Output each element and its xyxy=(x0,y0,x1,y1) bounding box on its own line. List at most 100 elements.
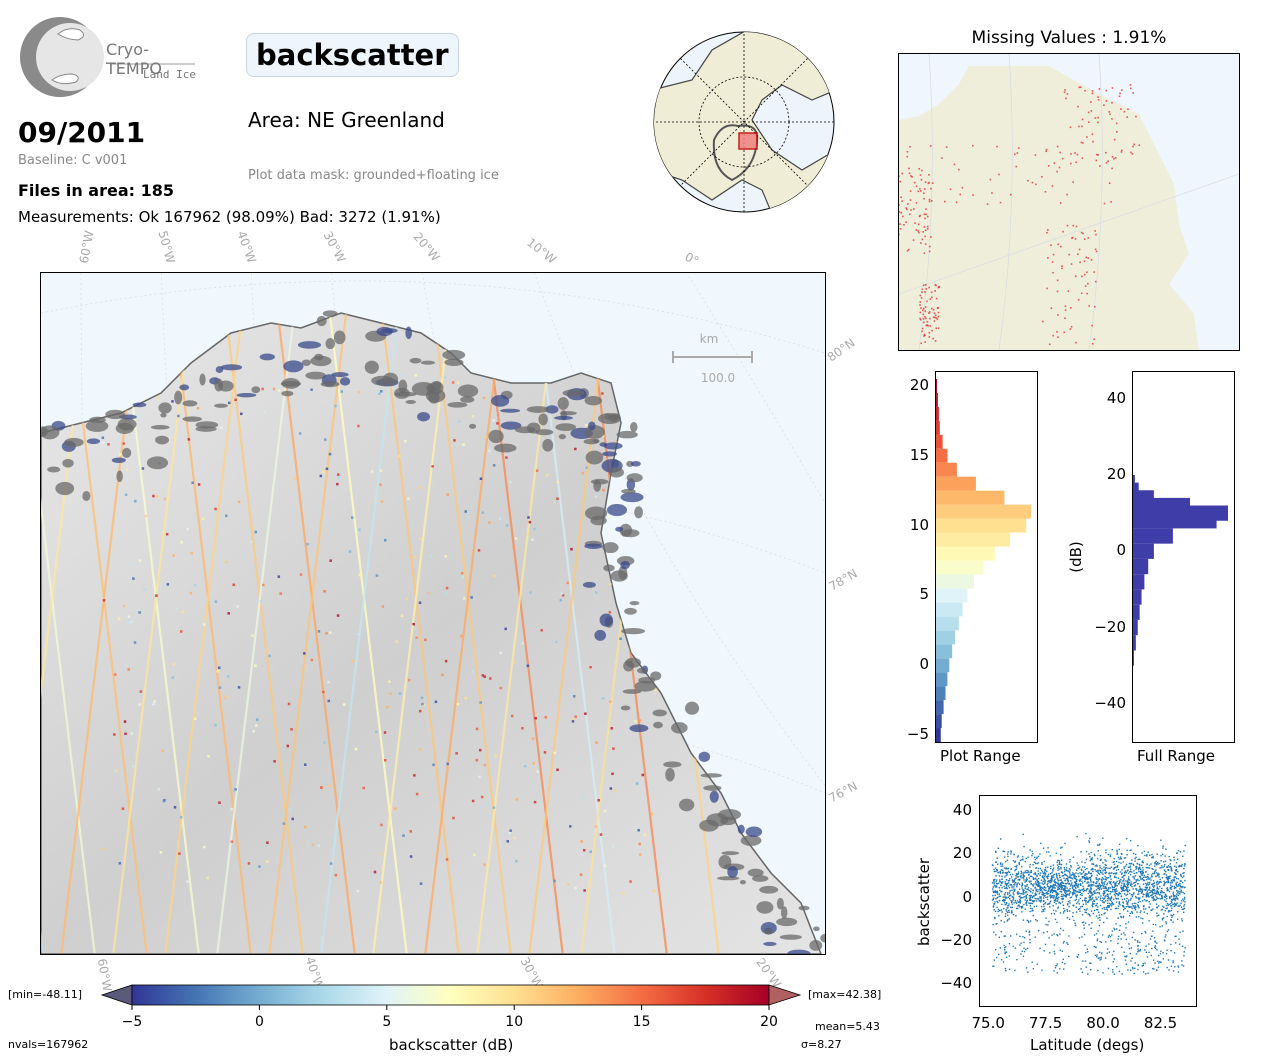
scatter-point xyxy=(1157,905,1160,907)
scatter-point xyxy=(1027,856,1029,858)
scatter-point xyxy=(1029,897,1031,899)
scatter-point xyxy=(1142,861,1144,864)
scatter-point xyxy=(1140,917,1142,919)
scatter-point xyxy=(1086,877,1089,879)
scatter-point xyxy=(1055,964,1057,967)
scatter-point xyxy=(1006,859,1009,861)
scatter-point xyxy=(1041,969,1043,971)
scatter-point xyxy=(1127,876,1130,878)
scatter-point xyxy=(1066,878,1069,881)
scatter-point xyxy=(1062,958,1064,961)
scatter-point xyxy=(1067,943,1069,945)
scatter-point xyxy=(1157,893,1159,895)
scatter-point xyxy=(1066,875,1069,877)
scatter-point xyxy=(1018,904,1020,907)
scatter-point xyxy=(1177,885,1180,887)
scatter-point xyxy=(1056,892,1059,894)
scatter-point xyxy=(1106,952,1109,954)
scatter-point xyxy=(1056,888,1059,891)
scatter-point xyxy=(1120,933,1123,935)
scatter-point xyxy=(1127,886,1129,889)
scatter-point xyxy=(1169,859,1171,861)
scatter-point xyxy=(1115,888,1117,890)
hist-ytick: −40 xyxy=(1094,693,1126,712)
scatter-point xyxy=(1161,919,1164,921)
scatter-point xyxy=(1125,956,1127,958)
scatter-point xyxy=(1079,893,1082,896)
scatter-point xyxy=(1060,879,1062,881)
scatter-point xyxy=(1085,909,1087,911)
scatter-point xyxy=(1006,883,1009,885)
scatter-point xyxy=(1121,904,1124,907)
scatter-point xyxy=(1166,878,1169,880)
scatter-point xyxy=(1137,964,1139,967)
hist-bar xyxy=(936,588,968,603)
scatter-point xyxy=(1050,913,1053,915)
scatter-point xyxy=(1040,899,1043,901)
scatter-point xyxy=(1056,934,1058,936)
scatter-point xyxy=(1095,892,1097,894)
scatter-point xyxy=(1137,915,1140,918)
scatter-point xyxy=(1145,945,1147,947)
scatter-point xyxy=(1080,851,1082,853)
scatter-point xyxy=(1090,927,1092,929)
scatter-point xyxy=(1117,877,1120,879)
scatter-point xyxy=(1114,883,1116,885)
scatter-point xyxy=(1112,889,1114,891)
scatter-point xyxy=(1032,885,1034,887)
scatter-point xyxy=(1005,969,1007,972)
scatter-point xyxy=(1153,898,1156,900)
scatter-point xyxy=(1019,900,1022,902)
colorbar-tick-4: 15 xyxy=(633,1014,651,1028)
scatter-point xyxy=(994,878,996,881)
scatter-point xyxy=(1006,905,1009,907)
scatter-point xyxy=(1098,884,1100,887)
scatter-point xyxy=(1163,906,1165,909)
scatter-point xyxy=(1066,869,1068,872)
scatter-point xyxy=(1106,882,1109,885)
hist-bar xyxy=(936,714,942,729)
scatter-point xyxy=(1078,889,1080,891)
scatter-point xyxy=(1117,868,1120,871)
scatter-point xyxy=(1068,868,1071,870)
scatter-point xyxy=(1183,898,1186,900)
scatter-point xyxy=(1148,906,1150,909)
scatter-point xyxy=(1114,875,1116,878)
hist-bar xyxy=(1133,474,1135,491)
scatter-point xyxy=(1024,892,1026,894)
lat-label-80: 80°N xyxy=(824,335,858,365)
scatter-point xyxy=(1148,881,1151,884)
scatter-point xyxy=(1005,879,1008,881)
scatter-point xyxy=(1004,881,1006,883)
scatter-point xyxy=(1064,842,1066,845)
scatter-point xyxy=(1138,889,1140,891)
scatter-point xyxy=(1177,971,1180,973)
scatter-point xyxy=(1054,900,1057,902)
scatter-point xyxy=(1175,861,1178,864)
scatter-point xyxy=(1034,856,1036,859)
scatter-point xyxy=(1007,851,1009,853)
scatter-point xyxy=(1167,880,1169,882)
scatter-point xyxy=(1063,895,1066,897)
scatter-point xyxy=(1067,903,1069,905)
scatter-point xyxy=(1137,945,1139,947)
scatter-point xyxy=(1182,930,1184,932)
scatter-point xyxy=(1096,898,1098,900)
scatter-point xyxy=(1051,895,1054,897)
scatter-ytick: −20 xyxy=(940,931,972,950)
scatter-point xyxy=(1126,903,1128,905)
scatter-point xyxy=(1117,894,1120,897)
scatter-point xyxy=(1073,893,1075,895)
scatter-point xyxy=(1126,883,1128,885)
scatter-point xyxy=(1084,874,1086,876)
scatter-point xyxy=(1157,954,1160,957)
scatter-point xyxy=(1081,869,1083,871)
scatter-point xyxy=(1178,890,1180,893)
scatter-point xyxy=(1001,911,1003,913)
scatter-point xyxy=(1020,875,1022,877)
scatter-point xyxy=(1127,866,1130,868)
hist-ytick: 10 xyxy=(909,515,929,534)
scatter-point xyxy=(1022,859,1024,861)
scatter-point xyxy=(1086,908,1088,910)
scatter-point xyxy=(1065,863,1068,865)
